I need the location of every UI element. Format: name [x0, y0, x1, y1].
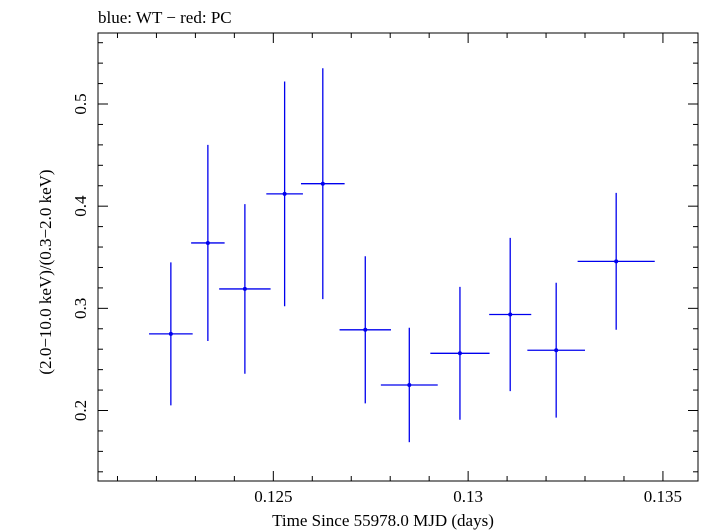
data-point [407, 382, 412, 387]
data-point [363, 327, 368, 332]
chart-title: blue: WT − red: PC [98, 8, 232, 27]
data-point [282, 191, 287, 196]
data-point [554, 348, 559, 353]
x-tick-label: 0.135 [644, 487, 682, 506]
data-point [508, 312, 513, 317]
y-tick-label: 0.5 [71, 93, 90, 114]
y-tick-label: 0.3 [71, 298, 90, 319]
y-tick-label: 0.4 [71, 195, 90, 217]
data-point [457, 351, 462, 356]
data-point [320, 181, 325, 186]
y-tick-label: 0.2 [71, 400, 90, 421]
plot-frame [97, 32, 699, 482]
data-point [614, 259, 619, 264]
data-points [149, 68, 655, 443]
data-point [205, 240, 210, 245]
data-point [242, 286, 247, 291]
data-point [168, 331, 173, 336]
y-axis-label: (2.0−10.0 keV)/(0.3−2.0 keV) [36, 169, 55, 374]
x-axis-label: Time Since 55978.0 MJD (days) [272, 511, 494, 530]
x-tick-label: 0.125 [254, 487, 292, 506]
axis-tick-labels: 0.125 0.13 0.135 0.2 0.3 0.4 0.5 [71, 93, 682, 506]
axis-ticks [98, 33, 698, 481]
x-tick-label: 0.13 [453, 487, 483, 506]
